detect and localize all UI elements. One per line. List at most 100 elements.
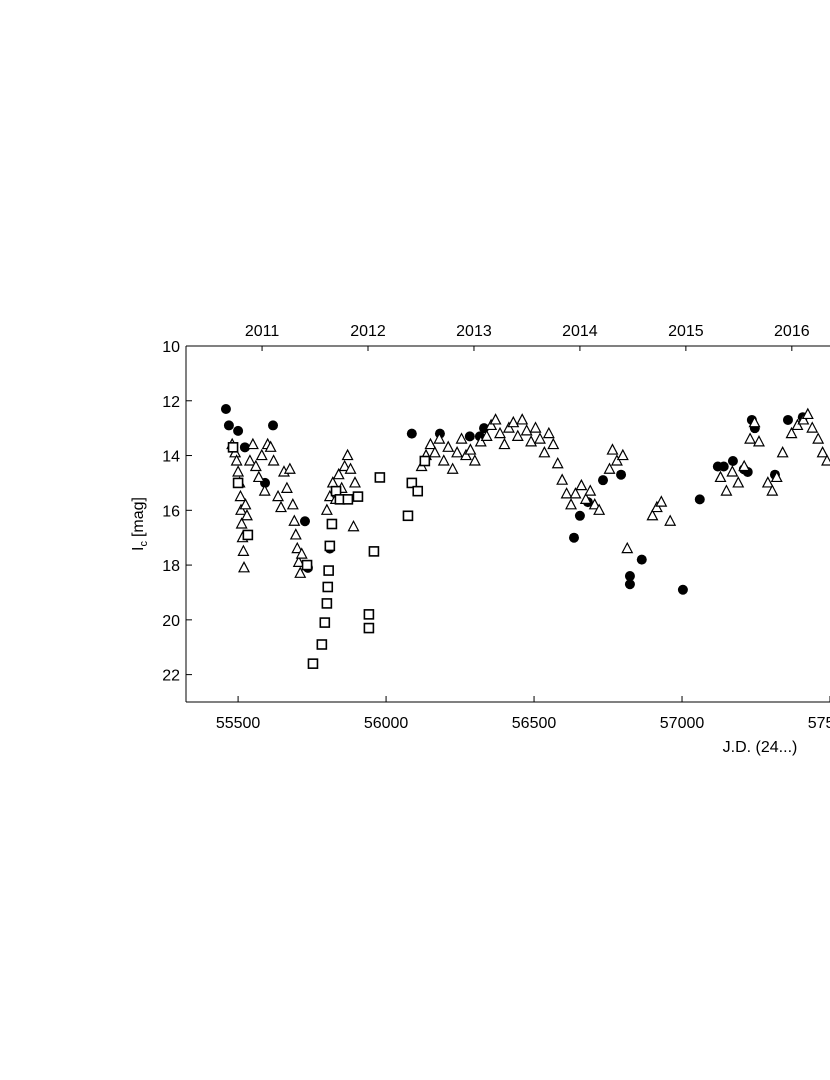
point-triangle <box>714 470 727 483</box>
point-triangle <box>720 484 733 496</box>
point-square <box>322 581 334 593</box>
point-triangle <box>243 454 256 466</box>
point-triangle <box>474 435 487 447</box>
point-triangle <box>235 503 248 515</box>
top-tick-label: 2014 <box>562 323 598 340</box>
point-triangle <box>610 454 623 466</box>
point-triangle <box>437 454 450 466</box>
point-triangle <box>294 566 307 578</box>
point-triangle <box>542 426 555 439</box>
top-tick-label: 2012 <box>350 323 386 340</box>
point-triangle <box>292 555 305 567</box>
point-circle <box>568 532 579 543</box>
point-circle <box>268 420 279 431</box>
point-circle <box>694 494 705 505</box>
point-triangle <box>459 448 472 461</box>
point-triangle <box>464 443 477 455</box>
point-triangle <box>603 462 616 474</box>
y-tick-label: 12 <box>162 394 180 411</box>
point-square <box>321 598 333 609</box>
point-triangle <box>588 498 601 510</box>
point-triangle <box>732 476 745 488</box>
point-triangle <box>428 446 441 458</box>
point-triangle <box>569 487 582 499</box>
point-triangle <box>341 448 354 461</box>
point-circle <box>616 469 627 480</box>
point-triangle <box>520 424 533 436</box>
point-triangle <box>511 429 524 441</box>
point-circle <box>636 554 647 565</box>
point-triangle <box>770 470 783 483</box>
point-square <box>242 529 254 541</box>
point-triangle <box>516 413 529 425</box>
point-triangle <box>547 437 560 450</box>
point-circle <box>299 516 310 527</box>
point-triangle <box>801 407 814 420</box>
point-triangle <box>230 454 243 466</box>
point-square <box>412 485 424 497</box>
point-circle <box>223 420 234 431</box>
point-circle <box>220 403 231 414</box>
point-circle <box>624 579 635 590</box>
point-circle <box>718 461 729 472</box>
point-triangle <box>288 514 301 526</box>
point-triangle <box>280 481 293 493</box>
point-square <box>323 565 334 576</box>
point-triangle <box>234 489 247 502</box>
top-tick-label: 2013 <box>456 323 492 340</box>
point-triangle <box>593 503 606 515</box>
point-triangle <box>606 443 619 455</box>
x-tick-label: 55500 <box>216 715 261 732</box>
y-tick-label: 20 <box>162 613 180 630</box>
point-square <box>363 609 375 620</box>
point-triangle <box>295 547 308 559</box>
point-square <box>319 617 331 628</box>
x-tick-label: 57500 <box>808 715 830 732</box>
point-triangle <box>797 413 810 425</box>
point-circle <box>624 571 635 582</box>
point-triangle <box>551 456 564 469</box>
point-triangle <box>525 435 538 447</box>
point-triangle <box>424 437 437 450</box>
point-triangle <box>575 478 588 491</box>
point-square <box>402 510 414 522</box>
point-triangle <box>283 462 296 474</box>
point-triangle <box>812 432 825 444</box>
point-triangle <box>348 476 361 488</box>
point-triangle <box>239 498 252 510</box>
point-square <box>227 442 239 453</box>
point-triangle <box>347 519 360 532</box>
point-square <box>374 472 386 483</box>
point-triangle <box>246 437 259 450</box>
point-triangle <box>455 432 468 444</box>
point-triangle <box>584 484 597 496</box>
point-triangle <box>291 541 304 554</box>
y-tick-label: 18 <box>162 558 180 575</box>
y-label-main: I <box>130 547 147 551</box>
point-triangle <box>468 454 481 466</box>
point-triangle <box>560 487 573 499</box>
point-triangle <box>240 508 253 521</box>
point-circle <box>677 584 688 595</box>
point-square <box>326 518 338 530</box>
x-tick-label: 56500 <box>512 715 557 732</box>
point-circle <box>406 428 417 439</box>
point-triangle <box>507 415 520 428</box>
point-triangle <box>344 462 357 474</box>
point-square <box>301 559 313 571</box>
point-square <box>352 491 364 502</box>
point-triangle <box>726 465 739 477</box>
point-triangle <box>267 454 280 466</box>
point-triangle <box>816 446 829 458</box>
point-triangle <box>235 517 248 529</box>
y-axis-label: Ic [mag] <box>130 497 150 551</box>
point-square <box>368 546 380 557</box>
top-tick-label: 2011 <box>245 323 280 340</box>
point-triangle <box>502 421 515 433</box>
point-triangle <box>264 440 277 452</box>
point-triangle <box>442 440 455 452</box>
point-square <box>324 540 336 552</box>
x-axis-label: J.D. (24...) <box>723 739 798 756</box>
point-triangle <box>249 459 262 472</box>
